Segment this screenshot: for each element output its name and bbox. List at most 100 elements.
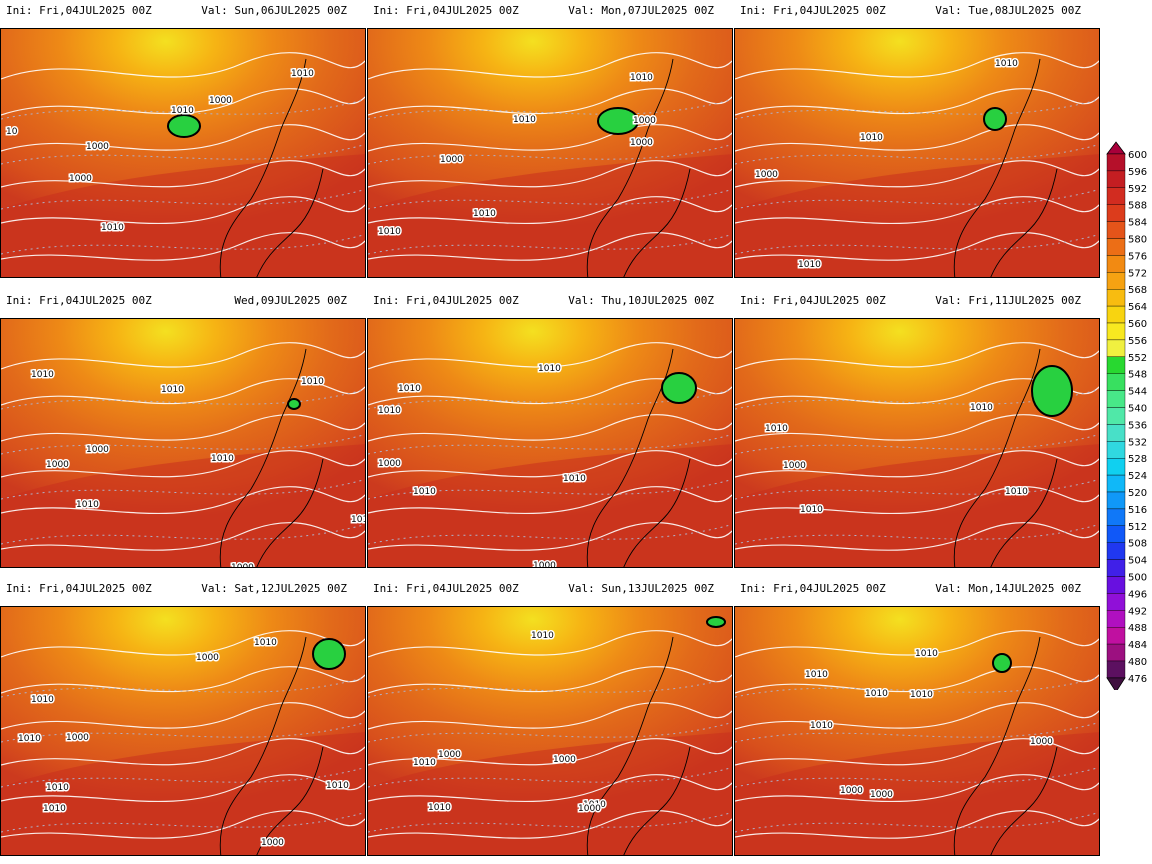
colorbar-label: 568 [1128, 285, 1147, 296]
isobar-label: 1010 [995, 59, 1018, 69]
isobar-label: 10 [6, 127, 18, 137]
colorbar-label: 556 [1128, 336, 1147, 347]
forecast-map-panel: 1010 1000 1010 1010 1000 1010 1000 [367, 606, 733, 856]
isobar-label: 1000 [196, 653, 219, 663]
colorbar-label: 480 [1128, 657, 1147, 668]
isobar-label: 1010 [378, 406, 401, 416]
init-time-label: Ini: Fri,04JUL2025 00Z [6, 4, 152, 17]
isobar-label: 1000 [46, 460, 69, 470]
valid-time-label: Val: Sun,13JUL2025 00Z [568, 582, 714, 595]
colorbar-segment [1106, 170, 1126, 188]
colorbar-segment [1106, 221, 1126, 239]
isobar-label: 1000 [209, 96, 232, 106]
isobar-label: 1000 [66, 733, 89, 743]
colorbar-top-arrow [1106, 141, 1126, 155]
colorbar-segment [1106, 610, 1126, 628]
colorbar-segment [1106, 424, 1126, 442]
map-graphic: 1010 1010 1000 1010 [735, 29, 1099, 277]
isobar-label: 1000 [553, 755, 576, 765]
colorbar-label: 500 [1128, 573, 1147, 584]
isobar-label: 1000 [533, 561, 556, 568]
low-height-center [661, 372, 697, 404]
colorbar-label: 572 [1128, 268, 1147, 279]
map-graphic: 1010 1010 1000 1000 1010 1000 1010 [368, 29, 732, 277]
isobar-label: 1010 [428, 803, 451, 813]
isobar-label: 1010 [301, 377, 324, 387]
low-height-center [992, 653, 1012, 673]
low-height-center [597, 107, 639, 135]
panel-header: Ini: Fri,04JUL2025 00Z Val: Tue,08JUL2025… [734, 0, 1101, 18]
valid-time-label: Val: Thu,10JUL2025 00Z [568, 294, 714, 307]
colorbar-segment [1106, 643, 1126, 662]
isobar-label: 1010 [630, 73, 653, 83]
colorbar-label: 536 [1128, 420, 1147, 431]
valid-time-label: Val: Tue,08JUL2025 00Z [935, 4, 1081, 17]
colorbar-label: 548 [1128, 370, 1147, 381]
isobar-label: 1000 [86, 142, 109, 152]
isobar-label: 1010 [76, 500, 99, 510]
low-height-center [167, 114, 201, 138]
isobar-label: 1000 [261, 838, 284, 848]
colorbar-label: 492 [1128, 606, 1147, 617]
colorbar-label: 512 [1128, 522, 1147, 533]
low-height-center [706, 616, 726, 628]
colorbar-label: 576 [1128, 251, 1147, 262]
map-graphic: 1000 1010 1010 1010 1000 1010 1010 1010 1000 [1, 607, 365, 855]
isobar-label: 1000 [86, 445, 109, 455]
isobar-label: 1010 [46, 783, 69, 793]
isobar-label: 1000 [1030, 737, 1053, 747]
panel-header: Ini: Fri,04JUL2025 00Z Val: Sat,12JUL2025… [0, 578, 367, 596]
isobar-label: 1000 [783, 461, 806, 471]
colorbar-label: 496 [1128, 589, 1147, 600]
colorbar-segment [1106, 559, 1126, 577]
colorbar-segment [1106, 339, 1126, 357]
isobar-label: 1010 [800, 505, 823, 515]
colorbar-label: 532 [1128, 437, 1147, 448]
colorbar-segment [1106, 390, 1126, 408]
isobar-label: 1000 [438, 750, 461, 760]
colorbar-label: 600 [1128, 150, 1147, 161]
isobar-label: 1010 [378, 227, 401, 237]
isobar-label: 1010 [765, 424, 788, 434]
colorbar-label: 476 [1128, 674, 1147, 685]
colorbar-segment [1106, 491, 1126, 510]
colorbar-graphic: 600 596 592 588 584 580 576 572 568 564 560 556 552 5… [1106, 141, 1147, 693]
colorbar-segment [1106, 576, 1126, 594]
isobar-label: 1010 [513, 115, 536, 125]
colorbar-segment [1106, 255, 1126, 273]
colorbar-label: 580 [1128, 235, 1147, 246]
isobar-label: 1010 [1005, 487, 1028, 497]
isobar-label: 1000 [630, 138, 653, 148]
isobar-label: 1000 [578, 804, 601, 814]
colorbar: 600 596 592 588 584 580 576 572 568 564 560 556 552 5… [1104, 140, 1152, 693]
isobar-label: 1000 [440, 155, 463, 165]
colorbar-segment [1106, 153, 1126, 172]
isobar-label: 1010 [171, 106, 194, 116]
init-time-label: Ini: Fri,04JUL2025 00Z [6, 294, 152, 307]
init-time-label: Ini: Fri,04JUL2025 00Z [740, 294, 886, 307]
colorbar-segment [1106, 356, 1126, 374]
init-time-label: Ini: Fri,04JUL2025 00Z [373, 294, 519, 307]
isobar-label: 1010 [413, 487, 436, 497]
isobar-label: 1010 [18, 734, 41, 744]
colorbar-label: 524 [1128, 471, 1147, 482]
low-height-center [287, 398, 301, 410]
colorbar-segment [1106, 288, 1126, 307]
isobar-label: 1010 [805, 670, 828, 680]
colorbar-segment [1106, 204, 1126, 222]
isobar-label: 1010 [583, 800, 606, 810]
colorbar-label: 564 [1128, 302, 1147, 313]
isobar-label: 1010 [211, 454, 234, 464]
forecast-map-panel: 1010 1010 1000 1000 1010 1000 1010 [367, 28, 733, 278]
low-height-center [983, 107, 1007, 131]
colorbar-segment [1106, 525, 1126, 543]
colorbar-label: 544 [1128, 387, 1147, 398]
forecast-map-panel: 1010 1010 1010 1000 1010 1010 1000 [367, 318, 733, 568]
colorbar-segment [1106, 660, 1126, 679]
isobar-label: 1010 [810, 721, 833, 731]
colorbar-segment [1106, 305, 1126, 324]
isobar-label: 1010 [865, 689, 888, 699]
colorbar-segment [1106, 407, 1126, 425]
